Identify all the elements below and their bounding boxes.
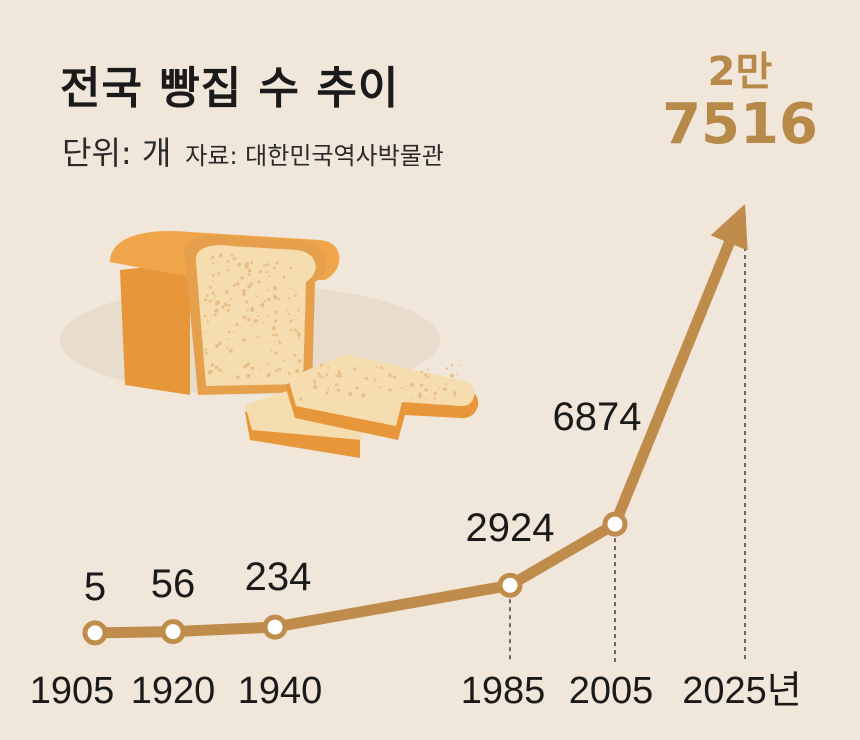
x-axis-labels: 1905 1920 1940 1985 2005 2025년 <box>30 670 802 712</box>
data-point-1985 <box>497 572 523 598</box>
x-label-1920: 1920 <box>131 670 216 712</box>
value-labels: 5 56 234 2924 6874 <box>84 395 642 609</box>
data-point-1920 <box>160 619 186 645</box>
value-label-2005: 6874 <box>553 395 642 439</box>
chart-title: 전국 빵집 수 추이 <box>60 63 400 114</box>
x-label-2025: 2025년 <box>682 670 802 712</box>
x-label-1940: 1940 <box>238 670 323 712</box>
data-point-1940 <box>262 614 288 640</box>
arrow-head <box>710 204 748 251</box>
x-label-1905: 1905 <box>30 670 115 712</box>
x-label-1985: 1985 <box>461 670 546 712</box>
bread-loaf-icon <box>60 230 479 458</box>
highlight-value-line1: 2만 <box>707 49 773 95</box>
x-label-2005: 2005 <box>569 670 654 712</box>
year-guide-lines <box>509 215 746 662</box>
highlight-value: 2만 7516 <box>650 50 830 156</box>
value-label-1920: 56 <box>151 562 196 606</box>
subtitle-line: 단위: 개 자료: 대한민국역사박물관 <box>62 128 444 174</box>
data-point-1905 <box>82 620 108 646</box>
series-line <box>89 204 748 639</box>
highlight-value-line2: 7516 <box>662 92 818 157</box>
value-label-1940: 234 <box>245 555 312 599</box>
data-points <box>82 511 628 646</box>
series-polyline <box>89 237 735 639</box>
value-label-1905: 5 <box>84 565 106 609</box>
value-label-1985: 2924 <box>466 506 555 550</box>
data-point-2005 <box>602 511 628 537</box>
unit-label: 단위: 개 <box>62 134 172 172</box>
source-label: 자료: 대한민국역사박물관 <box>185 142 444 170</box>
